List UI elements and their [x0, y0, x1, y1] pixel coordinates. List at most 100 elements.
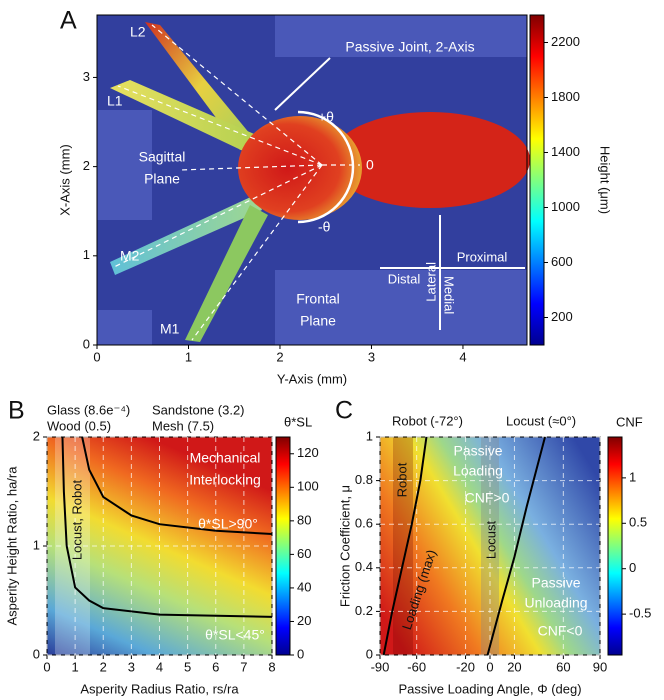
- y-tick-label: 0: [83, 336, 90, 351]
- y-tick-label: 2: [83, 158, 90, 173]
- x-tick-label: 3: [368, 349, 375, 364]
- colorbar-label: CNF: [616, 414, 643, 429]
- colorbar-tick-label: 60: [297, 546, 311, 561]
- y-tick-label: 1: [366, 428, 373, 443]
- x-tick-label: 90: [593, 659, 607, 674]
- material-label: Wood (0.5): [47, 418, 111, 433]
- image-patch: [275, 15, 527, 57]
- colorbar-tick-label: 120: [297, 445, 319, 460]
- region-label: CNF<0: [538, 623, 583, 639]
- panel-label: C: [335, 397, 353, 425]
- region-label: Mechanical: [190, 450, 261, 466]
- leg: [145, 22, 255, 150]
- direction-label: Lateral: [423, 262, 438, 302]
- head: [238, 116, 362, 220]
- direction-label: Medial: [442, 276, 457, 314]
- colorbar: [275, 436, 291, 656]
- x-axis-label: Asperity Radius Ratio, rs/ra: [80, 681, 239, 696]
- joint-axes: [111, 24, 360, 341]
- leg-label: M1: [160, 321, 180, 337]
- colorbar: [529, 14, 545, 346]
- x-tick-label: 2: [100, 659, 107, 674]
- x-tick-label: 5: [184, 659, 191, 674]
- colorbar-tick-label: 1000: [551, 199, 580, 214]
- angle-label: -θ: [318, 219, 331, 235]
- panel-label: B: [8, 397, 25, 425]
- colorbar-tick-label: 600: [551, 254, 573, 269]
- colorbar-tick-label: -0.5: [629, 606, 651, 621]
- region-label: Loading: [453, 463, 503, 479]
- colorbar-tick-label: 2200: [551, 34, 580, 49]
- joint-label: Passive Joint, 2-Axis: [345, 39, 474, 55]
- x-tick-label: 0: [486, 659, 493, 674]
- leg-label: L1: [107, 93, 123, 109]
- contour-line: [81, 436, 273, 536]
- x-tick-label: 0: [43, 659, 50, 674]
- y-tick-label: 3: [83, 69, 90, 84]
- leg-label: L2: [130, 24, 146, 40]
- y-tick-label: 0.4: [355, 559, 373, 574]
- y-axis-label: Asperity Height Ratio, ha/ra: [4, 466, 19, 626]
- x-tick-label: -90: [371, 659, 390, 674]
- y-tick-label: 0.2: [355, 603, 373, 618]
- leg: [185, 205, 268, 342]
- x-tick-label: 4: [156, 659, 163, 674]
- marker-label: Robot (-72°): [392, 413, 463, 428]
- plot-frame: [96, 14, 528, 346]
- region-label: Unloading: [524, 595, 587, 611]
- colorbar-tick-label: 80: [297, 512, 311, 527]
- band-label: Locust, Robot: [69, 480, 84, 561]
- x-tick-label: 7: [240, 659, 247, 674]
- material-label: Sandstone (3.2): [152, 402, 245, 417]
- colorbar-tick-label: 40: [297, 579, 311, 594]
- material-label: Mesh (7.5): [152, 418, 214, 433]
- thorax: [330, 112, 530, 208]
- x-tick-label: 4: [459, 349, 466, 364]
- y-tick-label: 0: [33, 646, 40, 661]
- region-label: θ*SL<45°: [205, 627, 265, 643]
- y-tick-label: 1: [33, 537, 40, 552]
- x-axis-label: Passive Loading Angle, Φ (deg): [398, 681, 581, 696]
- plane-label: Sagittal: [139, 149, 186, 165]
- region-label: Interlocking: [189, 472, 261, 488]
- direction-label: Proximal: [457, 249, 508, 264]
- colorbar-tick-label: 1400: [551, 144, 580, 159]
- leg-label: M2: [120, 248, 140, 264]
- x-tick-label: 2: [276, 349, 283, 364]
- y-axis-label: X-Axis (mm): [57, 144, 72, 216]
- y-tick-label: 0.6: [355, 516, 373, 531]
- contour-line: [382, 436, 428, 656]
- direction-arrows: [380, 215, 525, 330]
- direction-label: Distal: [388, 271, 421, 286]
- x-tick-label: 20: [507, 659, 521, 674]
- marker-label: Locust (≈0°): [506, 413, 576, 428]
- plane-label: Frontal: [296, 291, 340, 307]
- region-label: CNF>0: [465, 490, 510, 506]
- y-tick-label: 2: [33, 428, 40, 443]
- colorbar-label: Height (μm): [598, 146, 613, 214]
- colorbar-tick-label: 0.5: [629, 515, 647, 530]
- colorbar-tick-label: 0: [297, 646, 304, 661]
- x-tick-label: 8: [268, 659, 275, 674]
- image-patch: [275, 270, 527, 345]
- image-patch: [97, 310, 152, 345]
- x-tick-label: -60: [407, 659, 426, 674]
- angle-label: 0: [366, 157, 374, 173]
- panel-label: A: [60, 7, 77, 35]
- angle-label: +θ: [318, 109, 334, 125]
- colorbar-tick-label: 20: [297, 613, 311, 628]
- colorbar-tick-label: 0: [629, 560, 636, 575]
- colorbar-tick-label: 200: [551, 309, 573, 324]
- joint-arrow: [274, 57, 331, 111]
- x-tick-label: 1: [185, 349, 192, 364]
- rotation-arc: [297, 110, 355, 224]
- x-axis-label: Y-Axis (mm): [277, 371, 347, 386]
- colorbar: [607, 436, 623, 656]
- x-tick-label: 6: [212, 659, 219, 674]
- region-label: Passive: [531, 575, 580, 591]
- image-patch: [97, 110, 152, 220]
- y-axis-label: Friction Coefficient, μ: [337, 485, 352, 607]
- robot-band: [393, 437, 413, 655]
